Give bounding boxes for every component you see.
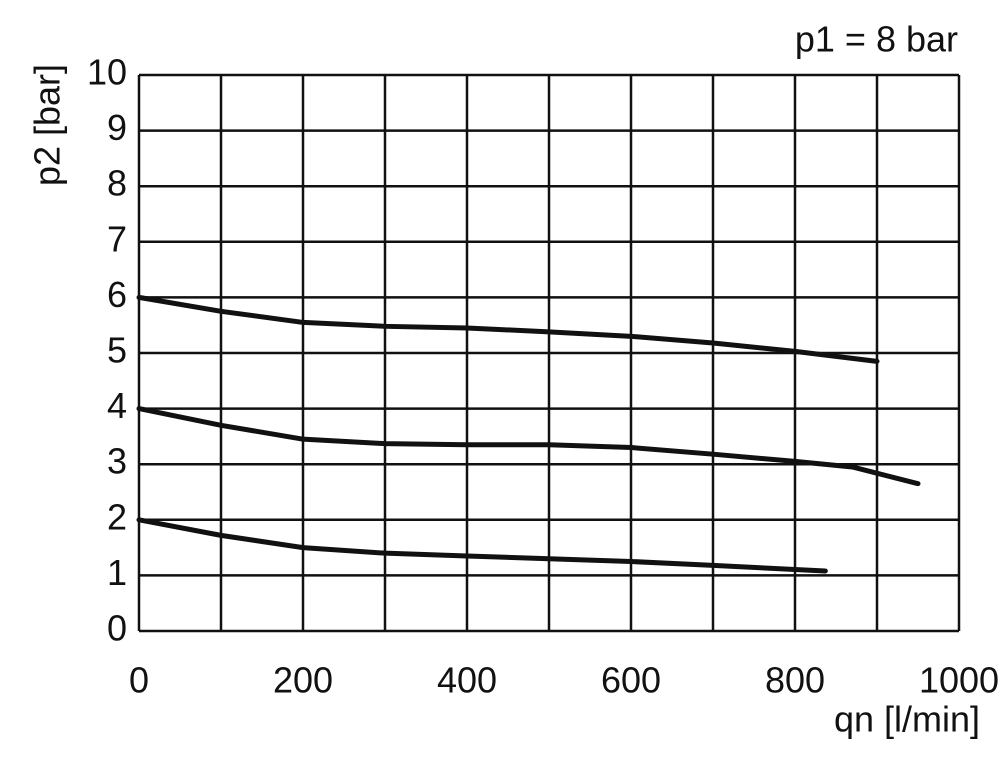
- y-tick-label: 2: [107, 496, 127, 537]
- y-tick-label: 10: [87, 52, 127, 93]
- series-line: [136, 517, 828, 574]
- y-tick-label: 8: [107, 163, 127, 204]
- x-tick-label: 400: [437, 660, 497, 701]
- y-tick-label: 6: [107, 274, 127, 315]
- y-tick-label: 3: [107, 441, 127, 482]
- x-tick-label: 600: [601, 660, 661, 701]
- x-tick-label: 1000: [919, 660, 999, 701]
- annotation: p1 = 8 bar: [795, 19, 958, 60]
- y-tick-label: 9: [107, 107, 127, 148]
- series-line: [136, 294, 880, 364]
- x-tick-label: 200: [273, 660, 333, 701]
- y-tick-label: 7: [107, 218, 127, 259]
- y-axis-label: p2 [bar]: [27, 64, 68, 186]
- y-tick-label: 4: [107, 385, 127, 426]
- series-line: [136, 406, 921, 487]
- y-tick-label: 5: [107, 330, 127, 371]
- y-tick-label: 0: [107, 608, 127, 649]
- x-tick-label: 0: [129, 660, 149, 701]
- x-axis-label: qn [l/min]: [834, 699, 980, 740]
- y-tick-label: 1: [107, 552, 127, 593]
- x-tick-label: 800: [765, 660, 825, 701]
